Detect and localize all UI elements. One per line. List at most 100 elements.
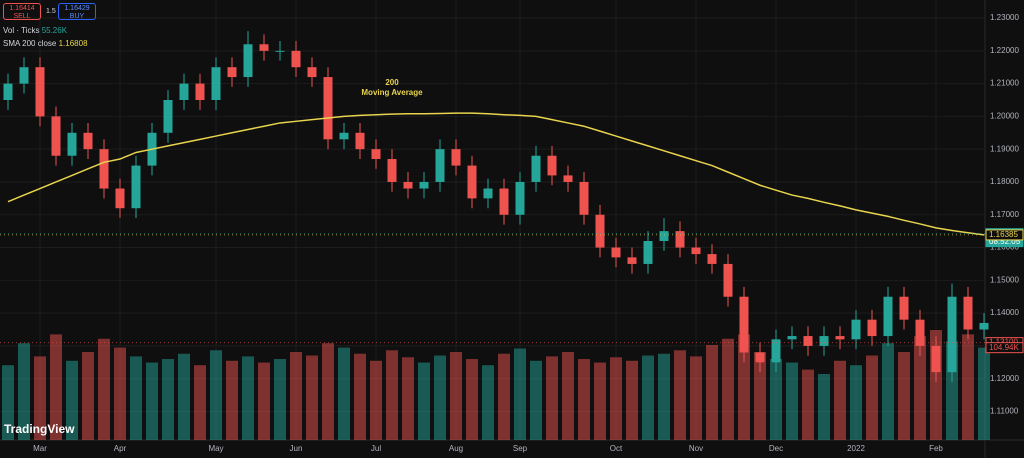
candle-body xyxy=(947,296,957,373)
volume-bar xyxy=(498,353,510,440)
volume-bar xyxy=(322,343,334,440)
volume-bar xyxy=(130,356,142,440)
volume-bar xyxy=(242,356,254,440)
buy-price: 1.16429 xyxy=(64,5,90,12)
volume-bar xyxy=(610,357,622,440)
volume-bar xyxy=(178,353,190,440)
volume-bar xyxy=(562,352,574,440)
candle-body xyxy=(867,319,877,337)
candle-body xyxy=(275,50,285,52)
volume-bar xyxy=(578,359,590,440)
candle-body xyxy=(211,67,221,100)
sma-legend: SMA 200 close 1.16808 xyxy=(3,39,88,48)
volume-bar xyxy=(306,355,318,440)
candle-body xyxy=(499,188,509,215)
candle-body xyxy=(643,240,653,264)
candle-body xyxy=(563,175,573,182)
volume-bar xyxy=(722,338,734,440)
volume-bar xyxy=(754,352,766,440)
price-label-box xyxy=(985,229,1024,241)
y-tick-label: 1.21000 xyxy=(990,79,1019,88)
volume-bar xyxy=(226,360,238,440)
volume-bar xyxy=(482,365,494,440)
candle-body xyxy=(307,67,317,78)
candle-body xyxy=(99,149,109,189)
volume-legend: Vol · Ticks 55.26K xyxy=(3,26,67,35)
volume-bar xyxy=(194,365,206,440)
candle-body xyxy=(835,336,845,340)
sma-name: SMA 200 close xyxy=(3,39,57,48)
candle-body xyxy=(371,149,381,160)
volume-bar xyxy=(210,350,222,440)
candle-body xyxy=(131,165,141,209)
volume-bar xyxy=(914,336,926,440)
volume-bar xyxy=(898,352,910,440)
volume-bar xyxy=(50,334,62,440)
volume-bar xyxy=(386,350,398,440)
buy-button[interactable]: 1.16429 BUY xyxy=(58,3,96,20)
candle-body xyxy=(931,345,941,373)
x-tick-label: Jun xyxy=(290,444,303,453)
x-tick-label: Nov xyxy=(689,444,703,453)
volume-bar xyxy=(866,355,878,440)
x-tick-label: Mar xyxy=(33,444,47,453)
candle-body xyxy=(467,165,477,199)
y-tick-label: 1.14000 xyxy=(990,308,1019,317)
candle-body xyxy=(195,83,205,100)
volume-label: 104.94K xyxy=(989,343,1019,352)
candle-body xyxy=(771,339,781,363)
sma-value: 1.16808 xyxy=(58,39,88,48)
candle-body xyxy=(547,155,557,176)
candle-body xyxy=(691,247,701,255)
y-tick-label: 1.11000 xyxy=(990,407,1019,416)
volume-bar xyxy=(18,343,30,440)
annotation: 200 Moving Average xyxy=(350,78,434,98)
x-tick-label: May xyxy=(208,444,223,453)
volume-bar xyxy=(786,362,798,440)
volume-bar xyxy=(626,360,638,440)
volume-bar xyxy=(162,359,174,440)
y-tick-label: 1.19000 xyxy=(990,144,1019,153)
candle-body xyxy=(83,132,93,150)
y-tick-label: 1.18000 xyxy=(990,177,1019,186)
volume-bar xyxy=(82,352,94,440)
x-tick-label: 2022 xyxy=(847,444,865,453)
candle-body xyxy=(291,50,301,68)
candle-body xyxy=(451,149,461,166)
candle-body xyxy=(403,181,413,189)
x-tick-label: Feb xyxy=(929,444,943,453)
price-label-time: 08:52:05 xyxy=(989,237,1021,246)
volume-bar xyxy=(34,356,46,440)
volume-bar xyxy=(290,352,302,440)
candle-body xyxy=(35,67,45,117)
candle-body xyxy=(803,336,813,346)
candle-body xyxy=(963,296,973,330)
y-tick-label: 1.15000 xyxy=(990,275,1019,284)
volume-bar xyxy=(546,356,558,440)
candle-body xyxy=(531,155,541,182)
candle-body xyxy=(19,67,29,84)
volume-bar xyxy=(690,356,702,440)
volume-bar xyxy=(354,353,366,440)
volume-bar xyxy=(2,365,14,440)
candle-body xyxy=(915,319,925,346)
volume-bar xyxy=(370,360,382,440)
volume-bar xyxy=(706,344,718,440)
volume-value: 55.26K xyxy=(41,26,68,35)
volume-name: Vol · Ticks xyxy=(3,26,40,35)
volume-label-box xyxy=(985,342,1024,354)
price-label: 1.16385 xyxy=(989,230,1018,239)
x-tick-label: Oct xyxy=(610,444,623,453)
volume-bar xyxy=(818,374,830,440)
y-tick-label: 1.17000 xyxy=(990,210,1019,219)
x-tick-label: Jul xyxy=(371,444,381,453)
sell-button[interactable]: 1.16414 SELL xyxy=(3,3,41,20)
logo: TradingView xyxy=(4,422,75,436)
volume-bar xyxy=(978,347,990,440)
volume-bar xyxy=(466,359,478,440)
volume-bar xyxy=(850,365,862,440)
annotation-line: 200 xyxy=(385,78,399,87)
x-tick-label: Dec xyxy=(769,444,783,453)
candle-body xyxy=(659,231,669,241)
